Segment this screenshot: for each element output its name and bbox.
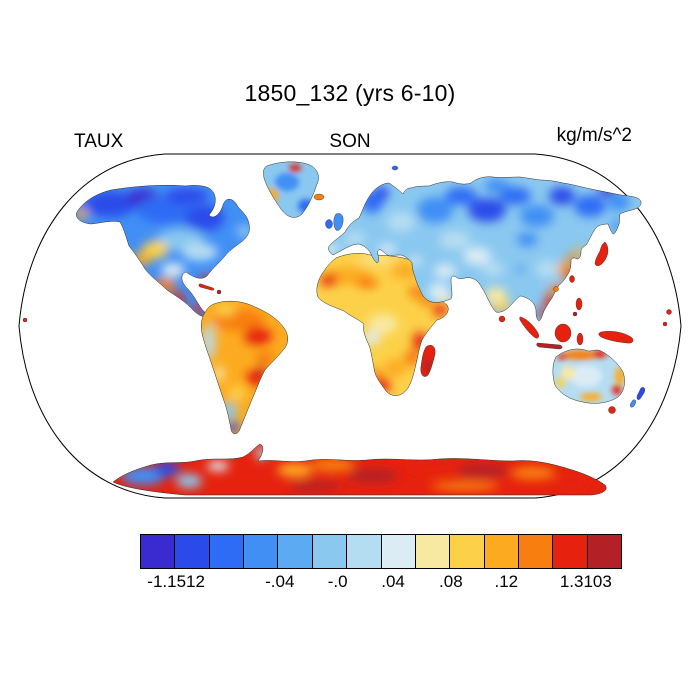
island-java (536, 342, 563, 350)
units-label: kg/m/s^2 (556, 125, 632, 146)
island-newzealand-north (636, 387, 645, 400)
island-newzealand-south (630, 399, 636, 408)
island-philippines-south (572, 311, 578, 317)
colorbar-cell (450, 535, 485, 568)
islands (22, 165, 672, 414)
island-britain (333, 213, 344, 231)
colorbar-cell (381, 535, 416, 568)
colorbar-tick-label: -.0 (327, 572, 348, 591)
colorbar-cell (484, 535, 519, 568)
island-borneo (554, 323, 572, 343)
colorbar (140, 534, 622, 569)
continent-australia (552, 348, 625, 404)
colorbar-cell (415, 535, 451, 568)
island-iceland (313, 193, 325, 201)
island-fragment-east (666, 309, 672, 315)
island-taiwan (569, 275, 575, 283)
colorbar-tick-label: .04 (381, 572, 405, 591)
colorbar-tick-label: 1.3103 (559, 572, 612, 591)
colorbar-cell (244, 535, 279, 568)
island-tasmania (608, 406, 616, 414)
continent-south-america (201, 301, 288, 434)
island-fragment-east2 (662, 321, 668, 327)
map-outline (18, 153, 682, 499)
colorbar-cell (587, 535, 622, 568)
colorbar-cell (312, 535, 348, 568)
continent-greenland (263, 161, 319, 218)
island-philippines (575, 297, 583, 311)
colorbar-cell (209, 535, 245, 568)
colorbar-tick-label: .12 (494, 572, 519, 591)
island-srilanka (498, 315, 506, 323)
island-japan (594, 241, 609, 267)
colorbar-cell (175, 535, 210, 568)
continent-north-america (76, 185, 250, 317)
colorbar-cell (347, 535, 382, 568)
variable-label: TAUX (74, 131, 124, 152)
continent-antarctica (113, 444, 607, 495)
colorbar-cell (518, 535, 554, 568)
island-sumatra (519, 316, 539, 339)
colorbar-tick-label: -.04 (265, 572, 295, 591)
island-ireland (325, 219, 333, 229)
island-svalbard (391, 165, 399, 171)
island-fragment-west (22, 317, 28, 323)
colorbar-cell (553, 535, 588, 568)
island-hainan (553, 286, 559, 292)
colorbar-tick-label: .08 (439, 572, 463, 591)
island-newguinea (598, 331, 634, 344)
island-hispaniola (216, 289, 222, 295)
island-sulawesi (576, 332, 584, 346)
colorbar-ticks: -1.1512 -.04 -.0 .04 .08 .12 1.3103 (140, 572, 622, 596)
season-label: SON (329, 131, 371, 152)
colorbar-cell (141, 535, 176, 568)
colorbar-cell (278, 535, 313, 568)
plot-title: 1850_132 (yrs 6-10) (244, 80, 456, 106)
island-madagascar (420, 345, 436, 377)
world-map (15, 152, 685, 500)
island-cuba (198, 283, 215, 291)
world-map-svg (18, 153, 682, 499)
colorbar-tick-label: -1.1512 (147, 572, 205, 591)
